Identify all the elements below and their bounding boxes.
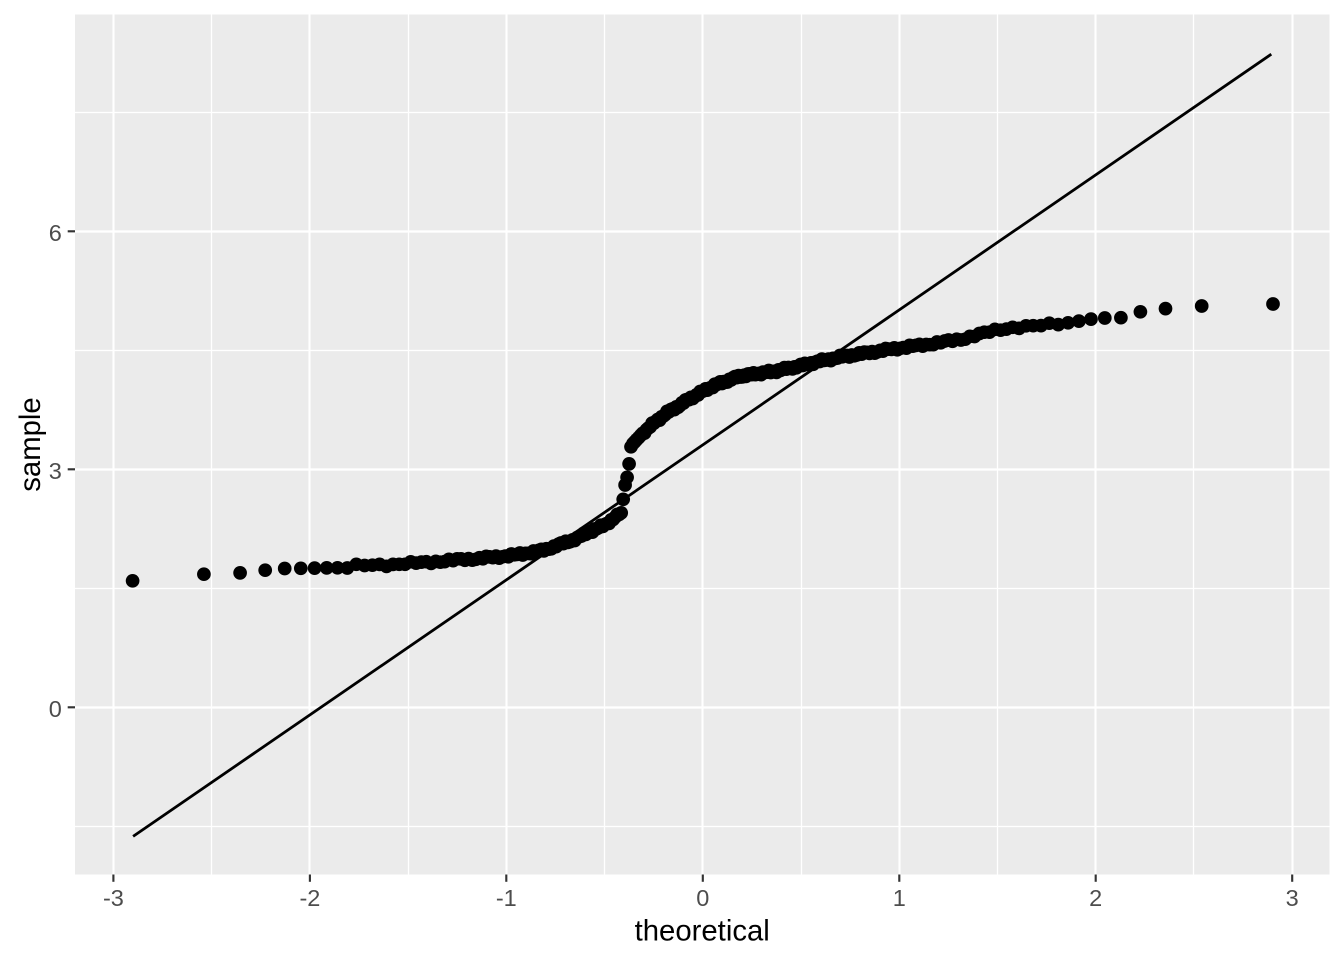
svg-text:1: 1 [893, 885, 906, 911]
svg-text:3: 3 [49, 458, 62, 484]
svg-text:-3: -3 [103, 885, 124, 911]
svg-text:-2: -2 [299, 885, 320, 911]
svg-text:2: 2 [1089, 885, 1102, 911]
svg-text:3: 3 [1286, 885, 1299, 911]
svg-text:0: 0 [696, 885, 709, 911]
svg-text:6: 6 [49, 220, 62, 246]
svg-text:-1: -1 [496, 885, 517, 911]
svg-text:theoretical: theoretical [635, 915, 770, 948]
svg-text:0: 0 [49, 696, 62, 722]
svg-text:sample: sample [14, 397, 47, 491]
